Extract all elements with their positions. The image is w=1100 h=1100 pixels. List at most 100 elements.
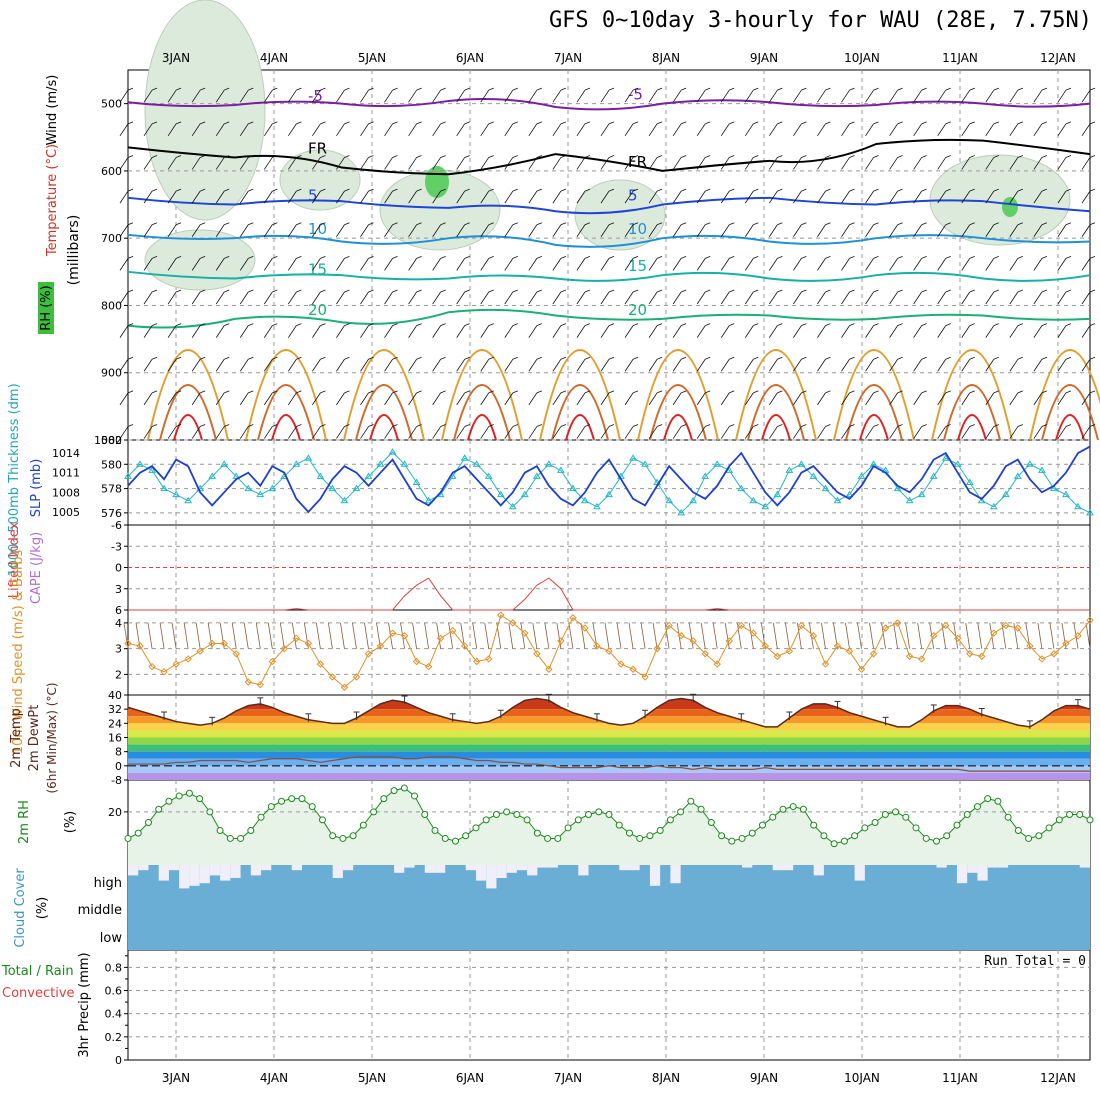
- wind-barb-flag: [512, 289, 518, 293]
- slp-axis-label: SLP (mb): [29, 459, 44, 518]
- surface-wind-barb: [917, 622, 923, 649]
- thickness-line-point: [713, 460, 722, 467]
- wind-barb-flag: [127, 356, 134, 360]
- wind-barb-flag: [632, 255, 639, 259]
- wind-barb-flag: [560, 222, 567, 226]
- isotherm-label: 15: [628, 257, 647, 275]
- wind-barb-flag: [488, 424, 494, 427]
- wind-barb-flag: [127, 87, 134, 91]
- rh-line-point: [1086, 816, 1094, 824]
- cloud-gap-bar: [516, 865, 528, 871]
- isotherm-label: 5: [628, 187, 638, 205]
- wind-barb-flag: [801, 188, 807, 192]
- run-total-label: Run Total = 0: [984, 954, 1086, 969]
- wind-barb-flag: [969, 289, 975, 293]
- surface-wind-barb: [688, 622, 694, 649]
- thickness-line-point: [821, 484, 830, 492]
- wind-speed-line-point: [905, 652, 914, 661]
- rh-line-point: [339, 834, 347, 842]
- wind-barb: [1081, 359, 1091, 372]
- wind-barb-flag: [512, 323, 518, 327]
- wind-barb: [456, 157, 466, 170]
- wind-barb: [143, 258, 153, 271]
- wind-barb-flag: [175, 188, 182, 192]
- wind-barb-flag: [248, 424, 254, 427]
- wind-speed-line-point: [136, 642, 144, 650]
- wind-barb-flag: [584, 87, 591, 91]
- wind-barb: [288, 392, 297, 406]
- wind-barb-flag: [993, 87, 999, 91]
- wind-barb-flag: [632, 87, 639, 91]
- wind-barb-flag: [1065, 188, 1072, 192]
- wind-barb-flag: [151, 155, 158, 158]
- wind-barb: [769, 291, 778, 305]
- wind-barb: [288, 291, 297, 305]
- wind-speed-line-point: [424, 662, 433, 671]
- wind-barb: [744, 359, 754, 372]
- wind-barb: [263, 291, 273, 305]
- wind-barb-flag: [584, 255, 591, 259]
- wind-barb: [720, 89, 730, 103]
- wind-axis-label: Wind (m/s): [45, 75, 60, 146]
- wind-barb-flag: [175, 255, 182, 259]
- rh-line-point: [789, 803, 797, 811]
- wind-barb: [1057, 392, 1067, 406]
- temp-contour-30: [649, 384, 707, 441]
- wind-barb-flag: [608, 390, 615, 394]
- wind-barb: [432, 359, 441, 372]
- surface-wind-barb: [748, 622, 754, 649]
- wind-barb: [696, 123, 706, 137]
- wind-barb: [143, 157, 153, 170]
- wind-barb: [696, 258, 706, 271]
- wind-barb-flag: [921, 121, 927, 125]
- wind-barb: [600, 123, 610, 137]
- wind-barb-flag: [584, 424, 591, 427]
- wind-barb-flag: [512, 255, 518, 259]
- wind-speed-line-point: [713, 660, 721, 668]
- wind-barb-flag: [440, 390, 446, 394]
- wind-barb: [408, 224, 417, 237]
- wind-barb: [720, 190, 730, 204]
- temp-contour-35: [859, 414, 889, 441]
- wind-barb-flag: [512, 356, 518, 360]
- wind-barb-flag: [344, 121, 350, 125]
- wind-barb-flag: [151, 424, 158, 427]
- wind-speed-line-point: [376, 642, 385, 650]
- wind-barb: [456, 325, 466, 338]
- wind-barb: [360, 325, 369, 338]
- wind-barb-flag: [993, 424, 999, 427]
- wind-barb: [648, 359, 658, 372]
- wind-barb: [889, 89, 898, 103]
- wind-barb-flag: [656, 155, 663, 158]
- wind-barb: [985, 325, 995, 338]
- temp-contour-25: [735, 349, 817, 441]
- wind-barb: [744, 392, 754, 406]
- wind-barb-flag: [825, 390, 831, 394]
- wind-barb: [480, 190, 490, 204]
- temp-band: [128, 772, 1090, 780]
- surface-wind-barb: [845, 622, 850, 649]
- rh-line-point: [370, 808, 378, 816]
- wind-barb: [480, 392, 490, 406]
- wind-barb-flag: [873, 188, 879, 192]
- wind-barb: [552, 325, 562, 338]
- wind-barb-flag: [584, 188, 591, 192]
- wind-barb: [215, 258, 225, 271]
- wind-barb: [1033, 89, 1043, 103]
- wind-barb: [841, 392, 850, 406]
- wind-barb-flag: [584, 289, 591, 293]
- wind-barb: [360, 258, 369, 271]
- wind-barb-flag: [320, 356, 326, 360]
- wind-barb: [913, 89, 922, 103]
- wind-barb: [143, 291, 153, 305]
- wind-barb-flag: [320, 188, 326, 192]
- wind-barb-flag: [753, 121, 759, 125]
- date-label-bottom: 5JAN: [358, 1071, 386, 1085]
- surface-wind-barb: [929, 622, 935, 649]
- wind-barb-flag: [753, 222, 759, 226]
- wind-barb-flag: [296, 222, 302, 226]
- wind-barb: [937, 258, 947, 271]
- wind-barb-flag: [488, 390, 494, 394]
- wind-barb-flag: [1065, 222, 1072, 226]
- wind-barb-flag: [392, 289, 398, 293]
